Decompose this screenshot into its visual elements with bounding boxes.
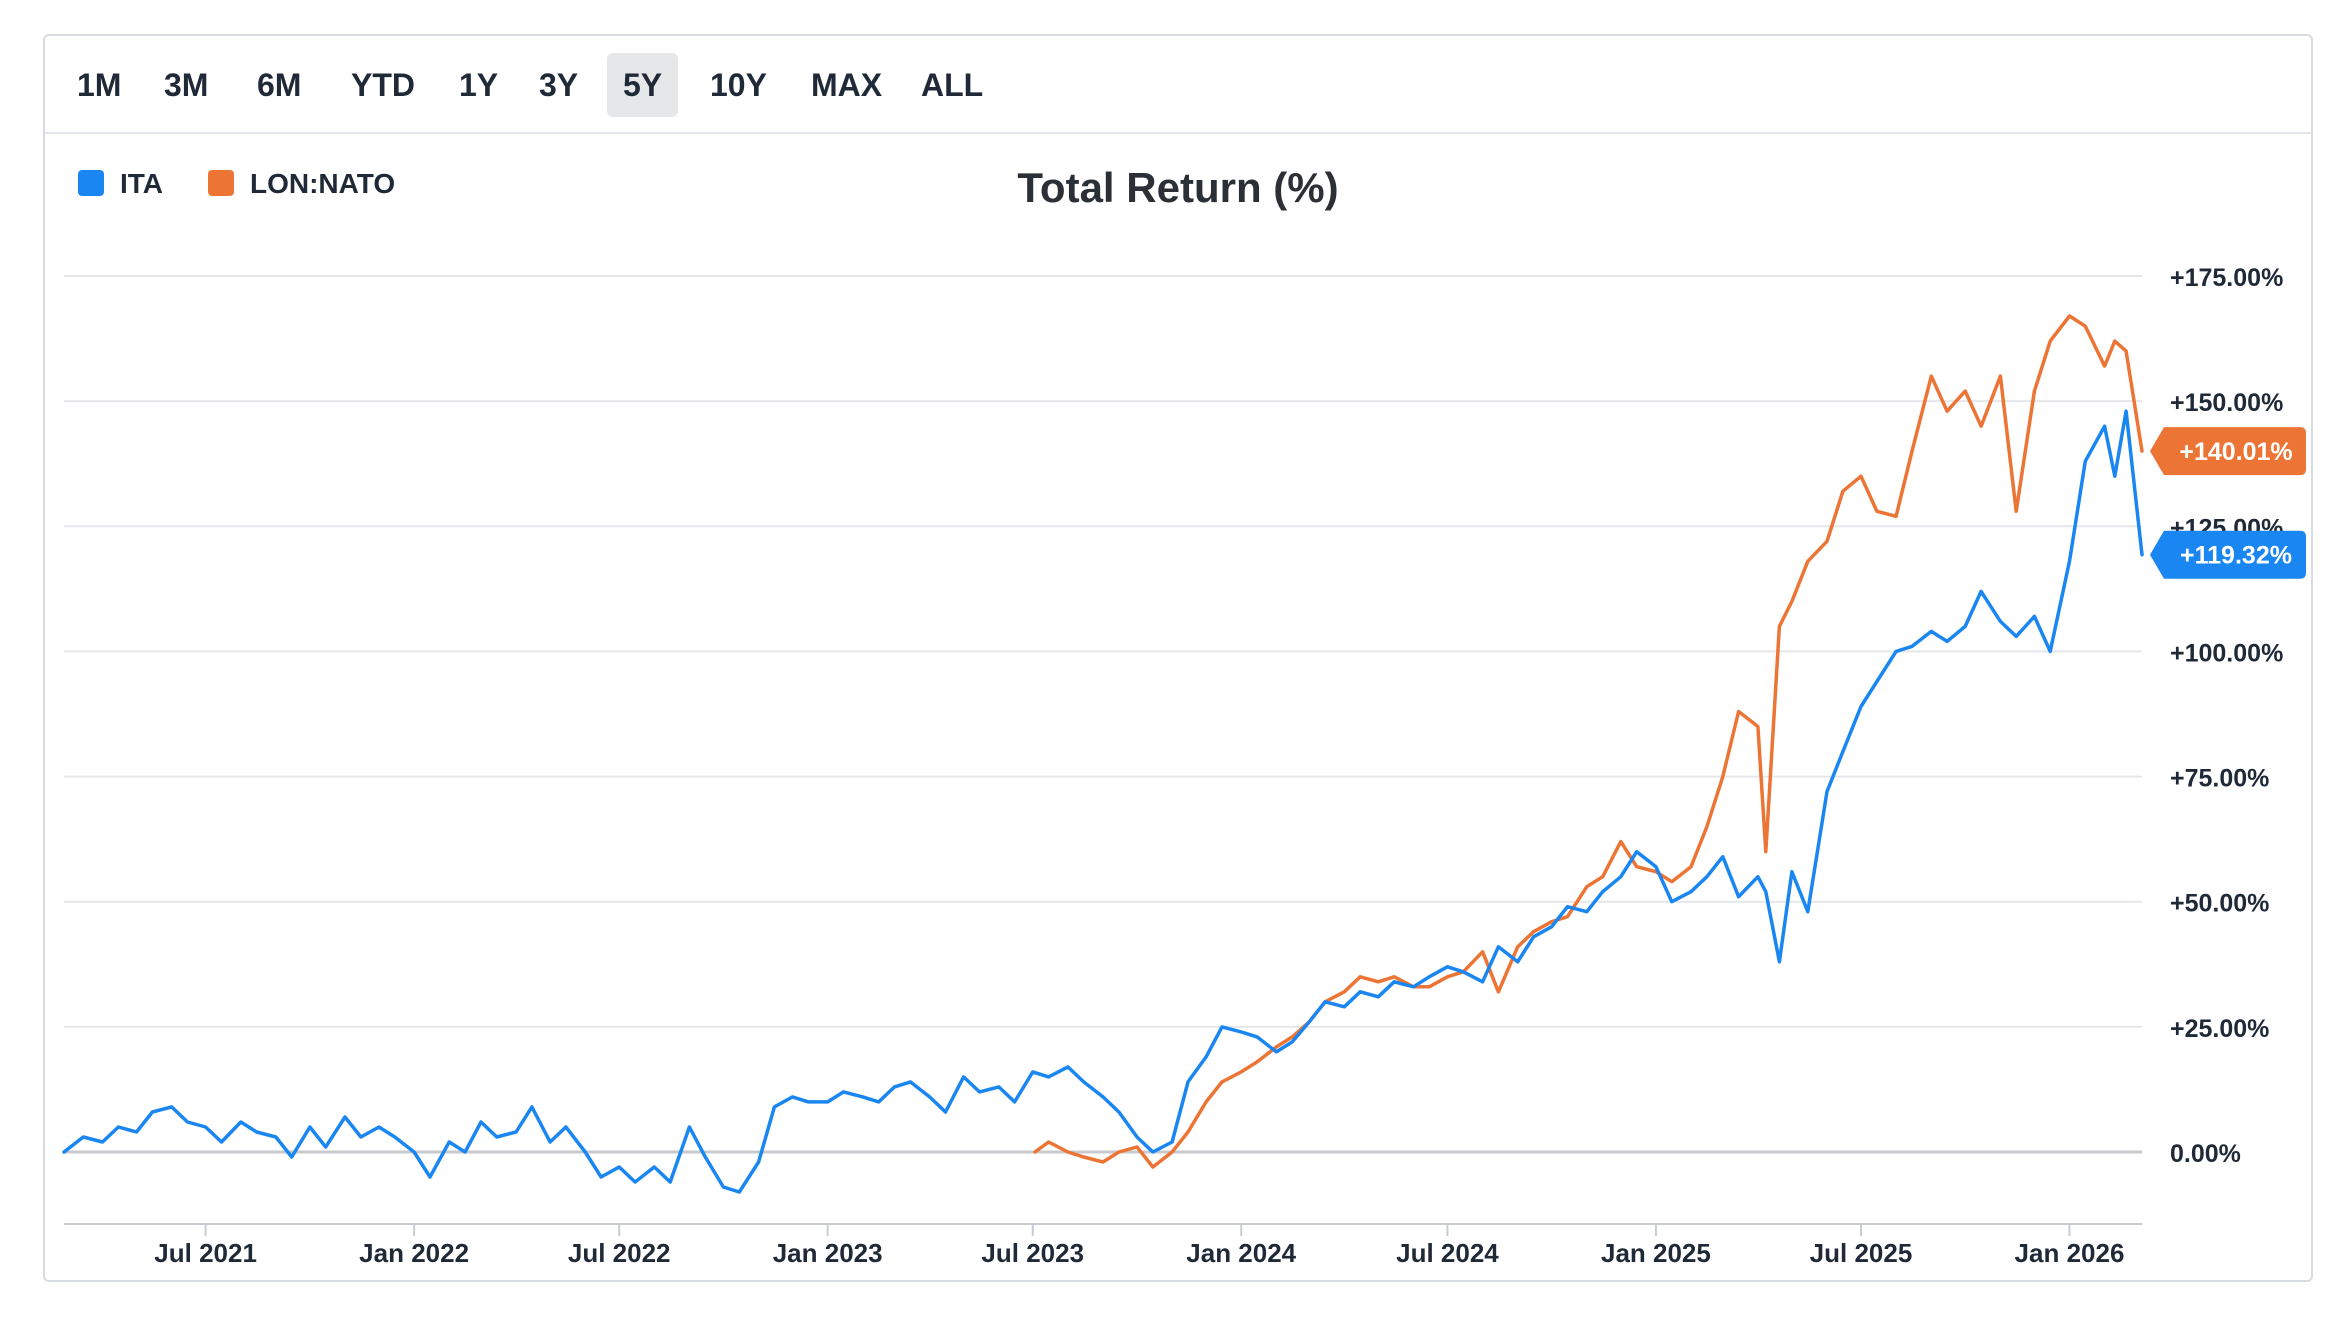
x-tick-label: Jul 2024 xyxy=(1396,1238,1499,1268)
legend-swatch-ita xyxy=(78,170,104,196)
y-tick-label: +150.00% xyxy=(2170,389,2283,417)
last-value-badge-ita: +119.32% xyxy=(2150,530,2306,579)
range-button-max[interactable]: MAX xyxy=(811,67,883,103)
range-button-ytd[interactable]: YTD xyxy=(351,67,415,103)
y-tick-label: 0.00% xyxy=(2170,1140,2241,1168)
x-tick-label: Jul 2022 xyxy=(568,1238,671,1268)
series-line-ita[interactable] xyxy=(62,409,2144,1194)
range-button-6m[interactable]: 6M xyxy=(257,67,302,103)
range-button-10y[interactable]: 10Y xyxy=(710,67,767,103)
y-tick-label: +175.00% xyxy=(2170,264,2283,292)
legend-label-lon-nato[interactable]: LON:NATO xyxy=(250,168,395,199)
last-value-badge-lon-nato: +140.01% xyxy=(2150,427,2306,476)
chart-title: Total Return (%) xyxy=(1017,164,1338,211)
x-tick-label: Jan 2026 xyxy=(2015,1238,2125,1268)
y-tick-label: +100.00% xyxy=(2170,639,2283,667)
x-tick-label: Jan 2025 xyxy=(1601,1238,1711,1268)
x-tick-label: Jul 2025 xyxy=(1810,1238,1913,1268)
legend-label-ita[interactable]: ITA xyxy=(120,168,163,199)
range-button-3m[interactable]: 3M xyxy=(164,67,209,103)
x-tick-label: Jul 2023 xyxy=(981,1238,1084,1268)
y-tick-label: +25.00% xyxy=(2170,1015,2269,1043)
x-tick-label: Jan 2023 xyxy=(773,1238,883,1268)
range-button-1y[interactable]: 1Y xyxy=(459,67,499,103)
range-button-1m[interactable]: 1M xyxy=(77,67,122,103)
series-line-lon-nato[interactable] xyxy=(1033,314,2144,1169)
y-tick-label: +75.00% xyxy=(2170,765,2269,793)
y-tick-label: +50.00% xyxy=(2170,890,2269,918)
x-tick-label: Jan 2022 xyxy=(359,1238,469,1268)
x-tick-label: Jul 2021 xyxy=(154,1238,257,1268)
range-button-5y[interactable]: 5Y xyxy=(607,53,679,117)
legend-swatch-lon-nato xyxy=(208,170,234,196)
chart-panel: 1M 3M 6M YTD 1Y 3Y 5Y 10Y MAX ALL xyxy=(43,34,2313,1282)
last-value-label: +119.32% xyxy=(2180,542,2292,570)
range-toolbar: 1M 3M 6M YTD 1Y 3Y 5Y 10Y MAX ALL xyxy=(45,36,2311,134)
x-tick-label: Jan 2024 xyxy=(1186,1238,1296,1268)
range-button-all[interactable]: ALL xyxy=(921,67,984,103)
last-value-label: +140.01% xyxy=(2179,438,2292,466)
range-button-3y[interactable]: 3Y xyxy=(539,67,579,103)
